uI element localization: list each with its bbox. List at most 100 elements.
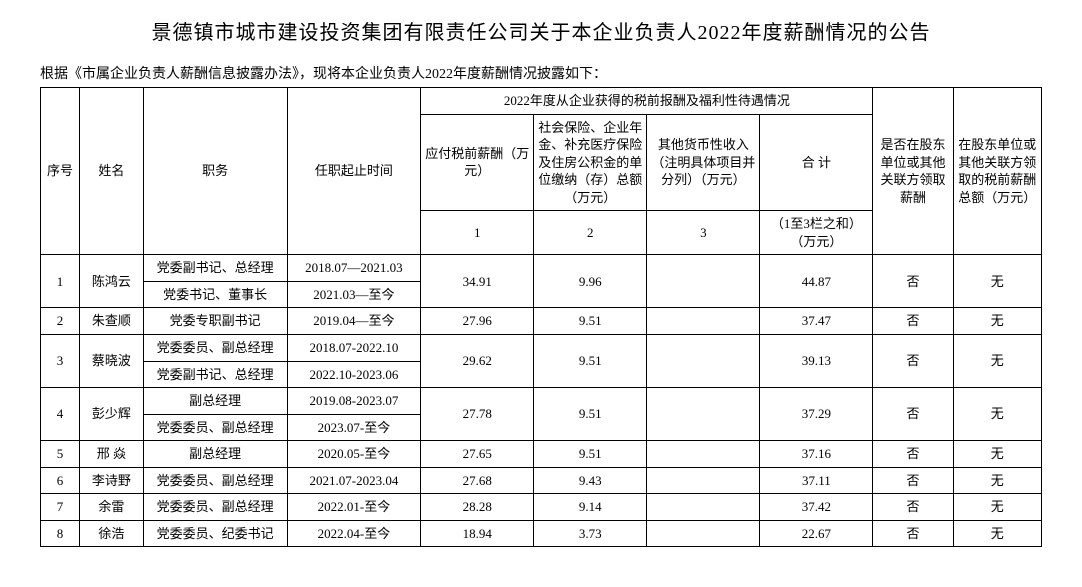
cell-term: 2019.08-2023.07: [287, 388, 421, 415]
cell-position: 党委专职副书记: [143, 308, 287, 335]
cell-shareholder-amt: 无: [953, 255, 1041, 308]
cell-position: 党委委员、副总经理: [143, 467, 287, 494]
cell-shareholder: 否: [873, 388, 953, 441]
cell-sum: 37.11: [760, 467, 873, 494]
cell-term: 2018.07—2021.03: [287, 255, 421, 282]
cell-other: [647, 494, 760, 521]
cell-seq: 6: [41, 467, 80, 494]
cell-social: 9.43: [534, 467, 647, 494]
th-col-3: 3: [647, 211, 760, 255]
cell-social: 9.51: [534, 441, 647, 468]
cell-position: 党委副书记、总经理: [143, 255, 287, 282]
cell-social: 9.14: [534, 494, 647, 521]
cell-term: 2022.04-至今: [287, 520, 421, 547]
cell-other: [647, 308, 760, 335]
cell-other: [647, 467, 760, 494]
cell-name: 徐浩: [80, 520, 144, 547]
cell-position: 党委书记、董事长: [143, 281, 287, 308]
cell-name: 彭少辉: [80, 388, 144, 441]
th-other: 其他货币性收入（注明具体项目并分列）（万元）: [647, 114, 760, 211]
cell-sum: 37.16: [760, 441, 873, 468]
cell-shareholder-amt: 无: [953, 441, 1041, 468]
page-title: 景德镇市城市建设投资集团有限责任公司关于本企业负责人2022年度薪酬情况的公告: [40, 16, 1042, 45]
cell-pretax: 27.96: [421, 308, 534, 335]
table-row: 5 邢 焱 副总经理 2020.05-至今 27.65 9.51 37.16 否…: [41, 441, 1042, 468]
cell-term: 2022.01-至今: [287, 494, 421, 521]
cell-name: 朱查顺: [80, 308, 144, 335]
cell-pretax: 29.62: [421, 335, 534, 388]
cell-seq: 5: [41, 441, 80, 468]
cell-pretax: 34.91: [421, 255, 534, 308]
cell-shareholder-amt: 无: [953, 520, 1041, 547]
cell-term: 2018.07-2022.10: [287, 335, 421, 362]
cell-position: 副总经理: [143, 388, 287, 415]
cell-term: 2022.10-2023.06: [287, 361, 421, 388]
cell-seq: 4: [41, 388, 80, 441]
cell-position: 党委副书记、总经理: [143, 361, 287, 388]
cell-shareholder-amt: 无: [953, 388, 1041, 441]
cell-seq: 1: [41, 255, 80, 308]
th-col-sum: （1至3栏之和）（万元）: [760, 211, 873, 255]
cell-pretax: 27.68: [421, 467, 534, 494]
cell-other: [647, 520, 760, 547]
cell-other: [647, 441, 760, 468]
cell-other: [647, 388, 760, 441]
table-row: 7 余雷 党委委员、副总经理 2022.01-至今 28.28 9.14 37.…: [41, 494, 1042, 521]
cell-pretax: 27.65: [421, 441, 534, 468]
table-row: 4 彭少辉 副总经理 2019.08-2023.07 27.78 9.51 37…: [41, 388, 1042, 415]
cell-shareholder: 否: [873, 308, 953, 335]
cell-social: 3.73: [534, 520, 647, 547]
table-row: 6 李诗野 党委委员、副总经理 2021.07-2023.04 27.68 9.…: [41, 467, 1042, 494]
cell-position: 副总经理: [143, 441, 287, 468]
cell-other: [647, 255, 760, 308]
th-group-2022: 2022年度从企业获得的税前报酬及福利性待遇情况: [421, 88, 873, 115]
cell-position: 党委委员、纪委书记: [143, 520, 287, 547]
cell-seq: 7: [41, 494, 80, 521]
preamble-text: 根据《市属企业负责人薪酬信息披露办法》，现将本企业负责人2022年度薪酬情况披露…: [40, 63, 1042, 83]
table-row: 1 陈鸿云 党委副书记、总经理 2018.07—2021.03 34.91 9.…: [41, 255, 1042, 282]
cell-shareholder: 否: [873, 494, 953, 521]
cell-position: 党委委员、副总经理: [143, 494, 287, 521]
th-shareholder: 是否在股东单位或其他关联方领取薪酬: [873, 88, 953, 255]
cell-pretax: 27.78: [421, 388, 534, 441]
cell-shareholder-amt: 无: [953, 467, 1041, 494]
cell-name: 陈鸿云: [80, 255, 144, 308]
cell-sum: 37.42: [760, 494, 873, 521]
table-row: 2 朱查顺 党委专职副书记 2019.04—至今 27.96 9.51 37.4…: [41, 308, 1042, 335]
cell-shareholder: 否: [873, 441, 953, 468]
cell-term: 2021.03—至今: [287, 281, 421, 308]
cell-seq: 3: [41, 335, 80, 388]
cell-shareholder: 否: [873, 255, 953, 308]
cell-name: 李诗野: [80, 467, 144, 494]
table-row: 8 徐浩 党委委员、纪委书记 2022.04-至今 18.94 3.73 22.…: [41, 520, 1042, 547]
cell-social: 9.51: [534, 308, 647, 335]
cell-shareholder-amt: 无: [953, 494, 1041, 521]
th-seq: 序号: [41, 88, 80, 255]
cell-shareholder-amt: 无: [953, 335, 1041, 388]
cell-sum: 22.67: [760, 520, 873, 547]
th-total: 合 计: [760, 114, 873, 211]
cell-name: 余雷: [80, 494, 144, 521]
cell-position: 党委委员、副总经理: [143, 335, 287, 362]
cell-pretax: 18.94: [421, 520, 534, 547]
cell-sum: 39.13: [760, 335, 873, 388]
th-pretax: 应付税前薪酬（万元）: [421, 114, 534, 211]
th-col-1: 1: [421, 211, 534, 255]
cell-name: 邢 焱: [80, 441, 144, 468]
cell-seq: 8: [41, 520, 80, 547]
cell-name: 蔡晓波: [80, 335, 144, 388]
cell-term: 2023.07-至今: [287, 414, 421, 441]
th-position: 职务: [143, 88, 287, 255]
cell-social: 9.51: [534, 388, 647, 441]
cell-shareholder: 否: [873, 520, 953, 547]
cell-shareholder: 否: [873, 335, 953, 388]
cell-social: 9.51: [534, 335, 647, 388]
th-social: 社会保险、企业年金、补充医疗保险及住房公积金的单位缴纳（存）总额（万元）: [534, 114, 647, 211]
table-row: 3 蔡晓波 党委委员、副总经理 2018.07-2022.10 29.62 9.…: [41, 335, 1042, 362]
th-name: 姓名: [80, 88, 144, 255]
cell-sum: 37.47: [760, 308, 873, 335]
cell-term: 2020.05-至今: [287, 441, 421, 468]
cell-term: 2021.07-2023.04: [287, 467, 421, 494]
cell-term: 2019.04—至今: [287, 308, 421, 335]
cell-seq: 2: [41, 308, 80, 335]
